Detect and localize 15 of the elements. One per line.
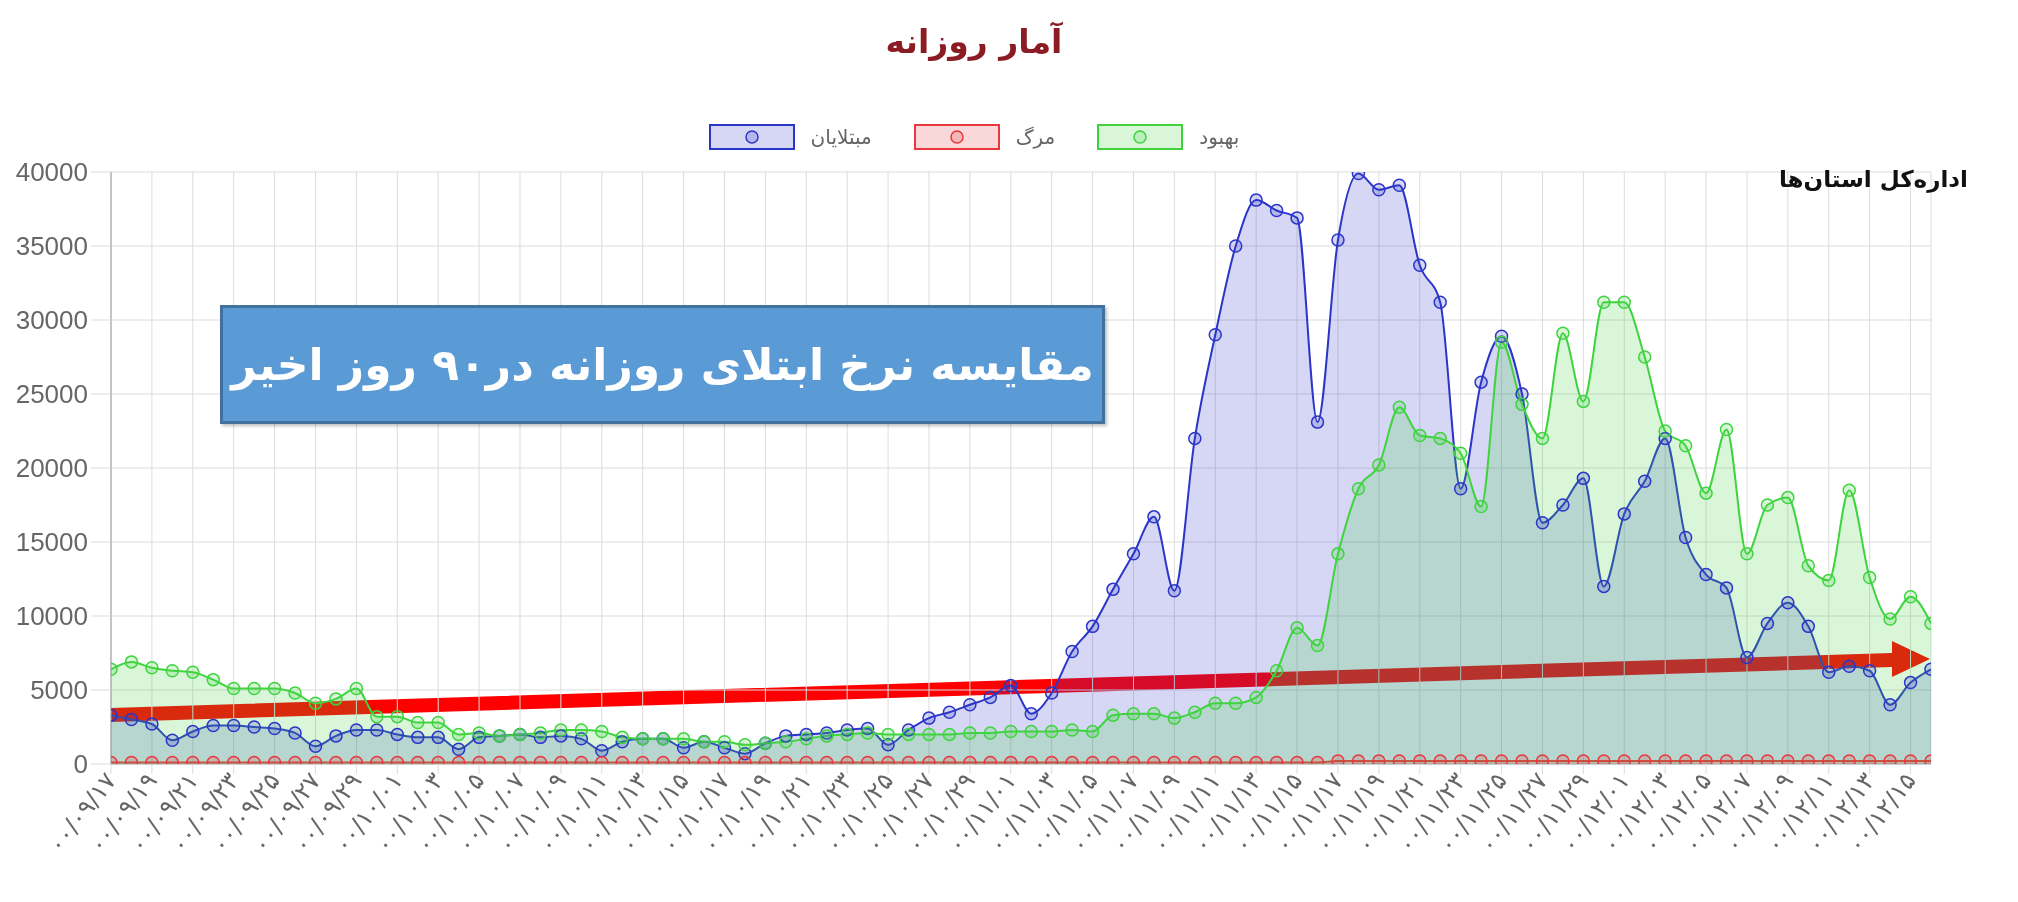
y-tick-label: 15000 [15, 527, 88, 558]
y-tick-label: 0 [73, 749, 88, 780]
y-tick-label: 20000 [15, 453, 88, 484]
annotation: اداره‌کل استان‌ها [1778, 166, 1968, 192]
y-tick-label: 35000 [15, 231, 88, 262]
annotation: مقایسه نرخ ابتلای روزانه در۹۰ روز اخیر [220, 305, 1105, 424]
y-tick-label: 25000 [15, 379, 88, 410]
y-tick-label: 30000 [15, 305, 88, 336]
y-tick-label: 10000 [15, 601, 88, 632]
legend-label: مبتلایان [810, 125, 872, 149]
chart-title: آمار روزانه [884, 22, 1064, 61]
legend-label: مرگ [1015, 125, 1056, 149]
legend-label: بهبود [1199, 125, 1240, 149]
y-tick-label: 5000 [30, 675, 88, 706]
y-tick-label: 40000 [15, 157, 88, 188]
